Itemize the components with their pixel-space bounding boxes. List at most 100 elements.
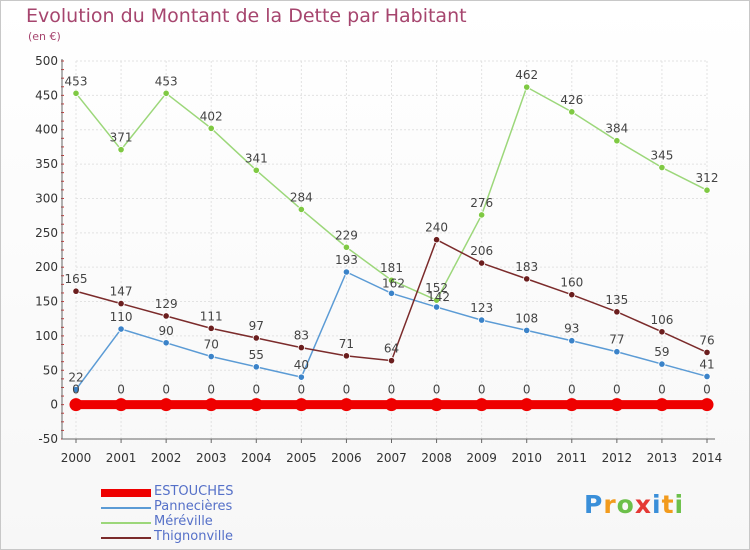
data-point-estouches [114,398,128,412]
data-label-estouches: 0 [388,383,396,397]
data-point-m-r-ville [613,137,621,145]
y-tick-label: 500 [35,54,58,68]
legend-swatch [101,537,151,539]
data-label-thignonville: 71 [339,337,354,351]
chart-title: Evolution du Montant de la Dette par Hab… [26,5,467,27]
data-point-estouches [339,398,353,412]
data-label-estouches: 0 [478,383,486,397]
y-tick-label: 150 [35,295,58,309]
data-point-panneci-res [207,352,215,361]
data-point-panneci-res [478,316,486,324]
data-point-estouches [385,398,398,412]
data-point-panneci-res [613,348,621,356]
data-label-m-r-ville: 371 [110,131,133,145]
data-point-thignonville [568,291,576,299]
x-tick-label: 2004 [241,451,272,465]
data-point-panneci-res [162,339,170,347]
x-tick-label: 2000 [61,451,92,465]
legend-swatch [101,489,151,497]
data-point-estouches [565,398,579,412]
data-point-m-r-ville [252,166,260,174]
x-tick-label: 2014 [692,451,723,465]
data-point-panneci-res [72,385,80,394]
data-label-panneci-res: 193 [335,253,358,267]
y-tick-label: 200 [35,260,58,274]
logo-letter: t [661,490,675,519]
data-label-estouches: 0 [568,383,576,397]
data-point-m-r-ville [568,108,576,116]
logo-letter: P [584,490,604,519]
data-point-thignonville [117,300,125,308]
data-point-estouches [294,398,308,412]
data-point-thignonville [703,348,711,357]
data-point-m-r-ville [432,296,441,304]
y-tick-label: 400 [35,123,58,137]
chart-subtitle: (en €) [28,30,61,43]
data-point-thignonville [432,236,441,244]
data-point-m-r-ville [207,124,215,132]
data-label-thignonville: 106 [650,313,673,327]
data-point-thignonville [162,312,170,320]
data-point-panneci-res [523,326,531,335]
data-label-panneci-res: 93 [564,322,579,336]
data-label-panneci-res: 77 [609,333,624,347]
data-label-thignonville: 76 [699,333,714,347]
logo-letter: r [603,490,617,519]
data-point-thignonville [613,308,621,316]
data-point-panneci-res [252,363,260,371]
x-tick-label: 2006 [331,451,362,465]
data-label-panneci-res: 110 [110,310,133,324]
logo-letter: i [674,490,685,519]
data-point-m-r-ville [117,146,125,154]
data-label-thignonville: 129 [155,297,178,311]
data-label-panneci-res: 40 [294,358,309,372]
data-point-estouches [69,398,83,412]
data-label-thignonville: 240 [425,221,448,235]
data-label-thignonville: 135 [605,293,628,307]
data-point-m-r-ville [523,83,531,91]
data-label-panneci-res: 108 [515,311,538,325]
x-tick-label: 2007 [376,451,407,465]
data-label-panneci-res: 22 [68,371,83,385]
data-label-m-r-ville: 181 [380,261,403,275]
data-point-panneci-res [117,325,125,333]
data-point-thignonville [658,328,666,336]
data-label-m-r-ville: 384 [605,122,628,136]
x-tick-label: 2001 [106,451,137,465]
data-label-thignonville: 147 [110,285,133,299]
data-point-m-r-ville [342,243,351,251]
x-tick-label: 2013 [647,451,678,465]
data-point-m-r-ville [658,163,666,172]
data-point-thignonville [207,324,215,332]
x-tick-label: 2009 [466,451,497,465]
data-label-estouches: 0 [162,383,170,397]
y-tick-label: -50 [38,432,58,446]
data-label-panneci-res: 59 [654,345,669,359]
y-tick-label: 0 [50,398,58,412]
data-label-panneci-res: 90 [159,324,174,338]
data-point-panneci-res [432,303,441,311]
data-label-estouches: 0 [523,383,531,397]
data-point-estouches [520,398,534,412]
x-tick-label: 2011 [557,451,588,465]
data-label-m-r-ville: 453 [65,74,88,88]
x-tick-label: 2012 [602,451,633,465]
legend-swatch [101,522,151,524]
data-label-extra: 142 [427,290,450,304]
data-point-panneci-res [568,337,576,345]
data-point-estouches [430,398,444,412]
data-point-panneci-res [658,360,666,368]
data-label-m-r-ville: 229 [335,228,358,242]
data-label-estouches: 0 [343,383,351,397]
data-point-panneci-res [342,268,351,276]
logo-letter: x [634,490,652,519]
y-tick-label: 450 [35,88,58,102]
x-tick-label: 2010 [511,451,542,465]
data-label-estouches: 0 [433,383,441,397]
logo-letter: i [652,490,662,519]
data-label-m-r-ville: 426 [560,93,583,107]
data-point-estouches [159,398,173,412]
y-tick-label: 100 [35,329,58,343]
data-label-panneci-res: 55 [249,348,264,362]
data-label-panneci-res: 41 [699,357,714,371]
